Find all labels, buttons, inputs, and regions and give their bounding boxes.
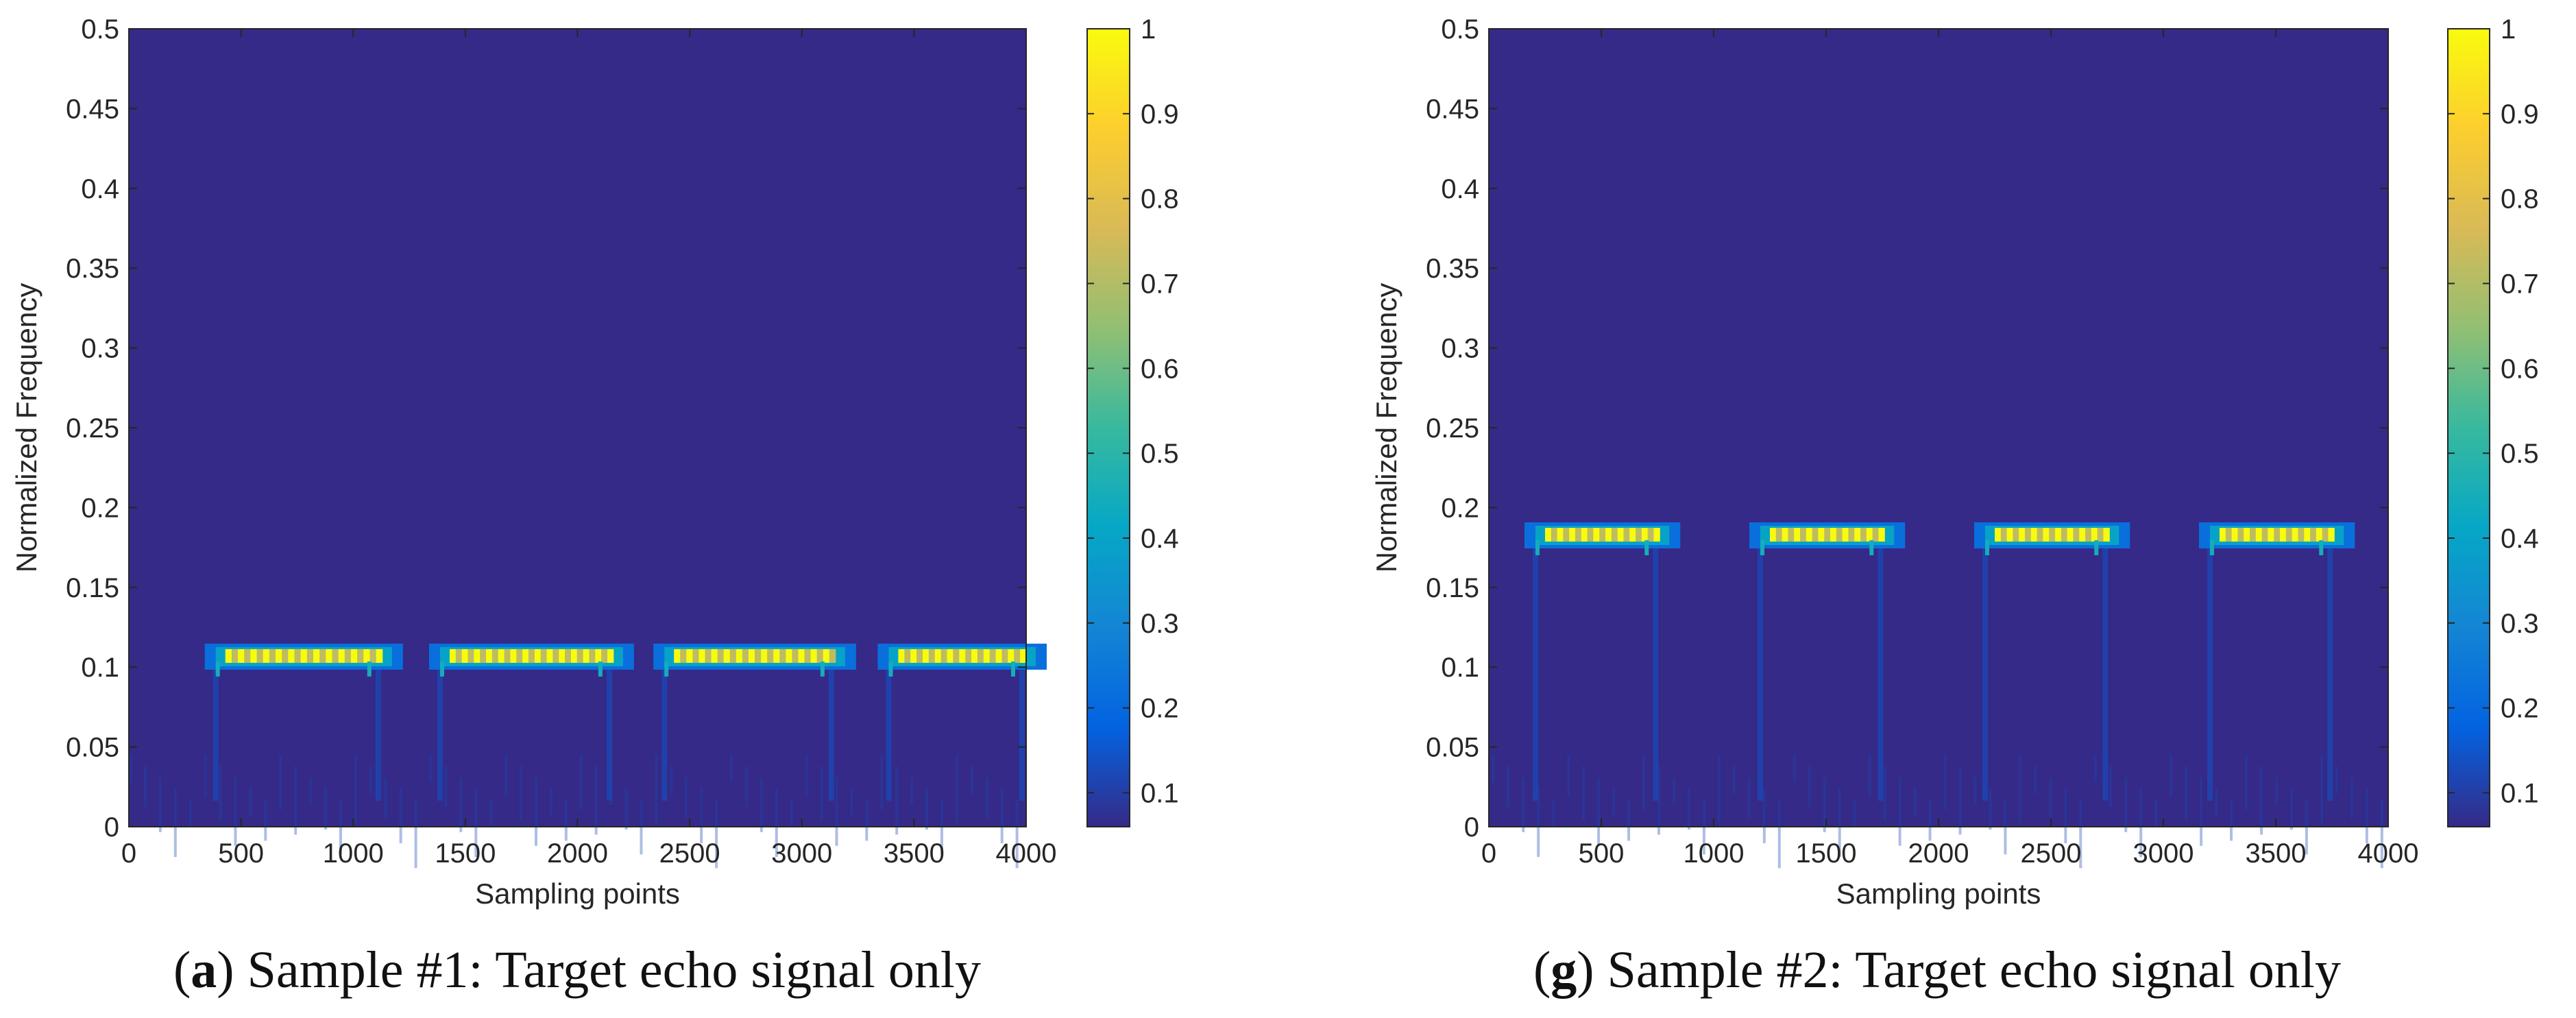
y-tick-label: 0.5 — [81, 14, 119, 45]
colorbar-tick-label: 0.8 — [2501, 184, 2539, 215]
x-tick-label: 3500 — [2246, 838, 2307, 869]
colorbar-tick-label: 0.4 — [2501, 524, 2539, 554]
y-tick-label: 0.15 — [66, 573, 119, 603]
caption-letter: g — [1551, 941, 1577, 999]
y-tick-label: 0 — [1464, 812, 1479, 843]
echo-band-1 — [1524, 522, 1681, 801]
x-axis-label: Sampling points — [475, 877, 680, 910]
colorbar — [2447, 28, 2490, 827]
y-tick-label: 0.15 — [1426, 573, 1479, 603]
x-tick-label: 1000 — [1684, 838, 1745, 869]
x-tick-label: 3500 — [884, 838, 945, 869]
plot-area — [1489, 29, 2388, 827]
y-tick-label: 0.3 — [1441, 334, 1479, 364]
panel-a: 0 500 1000 1500 2000 2500 3000 3500 4000 0 0.05 0.1… — [10, 14, 1179, 999]
y-tick-label: 0.25 — [1426, 413, 1479, 444]
colorbar-tick-label: 0.5 — [2501, 439, 2539, 469]
y-axis-label: Normalized Frequency — [10, 283, 42, 573]
y-tick-label: 0.35 — [1426, 254, 1479, 284]
plot-area — [129, 29, 1026, 827]
caption-letter: a — [191, 941, 217, 999]
colorbar-tick-label: 0.6 — [1141, 354, 1179, 384]
echo-band-1 — [204, 643, 403, 801]
x-tick-label: 2000 — [547, 838, 608, 869]
low-frequency-noise — [129, 755, 1019, 869]
x-tick-label: 0 — [1481, 838, 1496, 869]
colorbar-tick-label: 0.1 — [2501, 778, 2539, 808]
caption-open-paren: ( — [173, 941, 191, 999]
colorbar-tick-label: 0.8 — [1141, 184, 1179, 215]
colorbar-tick-label: 0.7 — [2501, 269, 2539, 299]
colorbar-tick-label: 0.4 — [1141, 524, 1179, 554]
y-tick-label: 0.05 — [66, 733, 119, 763]
colorbar-tick-label: 0.6 — [2501, 354, 2539, 384]
y-axis-label: Normalized Frequency — [1370, 283, 1402, 573]
echo-band-3 — [653, 643, 856, 801]
y-tick-label: 0.3 — [81, 334, 119, 364]
x-tick-label: 1500 — [435, 838, 496, 869]
caption-open-paren: ( — [1533, 941, 1551, 999]
y-tick-label: 0.2 — [1441, 493, 1479, 523]
colorbar-tick-label: 0.9 — [1141, 99, 1179, 130]
caption-text: ) Sample #2: Target echo signal only — [1577, 941, 2341, 999]
x-tick-label: 1500 — [1796, 838, 1857, 869]
colorbar-tick-label: 0.2 — [2501, 694, 2539, 724]
colorbar-tick-label: 0.1 — [1141, 778, 1179, 808]
y-tick-label: 0.45 — [66, 94, 119, 124]
x-tick-label: 3000 — [2133, 838, 2194, 869]
panel-caption: (g) Sample #2: Target echo signal only — [1533, 941, 2341, 999]
y-tick-label: 0.35 — [66, 254, 119, 284]
y-tick-label: 0.05 — [1426, 733, 1479, 763]
echo-band-4 — [2199, 522, 2355, 801]
x-axis-label: Sampling points — [1836, 877, 2041, 910]
x-tick-label: 4000 — [996, 838, 1057, 869]
y-tick-label: 0.4 — [1441, 174, 1479, 204]
y-tick-label: 0.25 — [66, 413, 119, 444]
x-tick-label: 0 — [121, 838, 136, 869]
colorbar-tick-label: 1 — [2501, 14, 2516, 45]
colorbar-tick-label: 1 — [1141, 14, 1156, 45]
caption-text: ) Sample #1: Target echo signal only — [217, 941, 981, 999]
colorbar-tick-label: 0.7 — [1141, 269, 1179, 299]
x-tick-label: 500 — [1579, 838, 1625, 869]
y-tick-label: 0.5 — [1441, 14, 1479, 45]
x-tick-label: 500 — [218, 838, 264, 869]
x-tick-label: 1000 — [323, 838, 384, 869]
x-tick-label: 4000 — [2358, 838, 2419, 869]
echo-band-3 — [1974, 522, 2130, 801]
x-tick-label: 2500 — [659, 838, 720, 869]
panel-g: 0 500 1000 1500 2000 2500 3000 3500 4000 0 0.05 0.1… — [1370, 14, 2539, 999]
y-tick-label: 0.45 — [1426, 94, 1479, 124]
colorbar-tick-label: 0.5 — [1141, 439, 1179, 469]
y-tick-label: 0.2 — [81, 493, 119, 523]
echo-band-4 — [877, 643, 1047, 801]
echo-band-2 — [428, 643, 634, 801]
echo-band-2 — [1749, 522, 1906, 801]
y-tick-label: 0.4 — [81, 174, 119, 204]
x-tick-label: 2000 — [1908, 838, 1969, 869]
colorbar-tick-label: 0.9 — [2501, 99, 2539, 130]
x-tick-label: 3000 — [771, 838, 832, 869]
colorbar-tick-label: 0.3 — [2501, 609, 2539, 639]
colorbar — [1086, 28, 1130, 827]
y-tick-label: 0.1 — [81, 653, 119, 683]
colorbar-tick-label: 0.3 — [1141, 609, 1179, 639]
colorbar-tick-label: 0.2 — [1141, 694, 1179, 724]
panel-caption: (a) Sample #1: Target echo signal only — [173, 941, 981, 999]
y-tick-label: 0 — [104, 812, 119, 843]
x-tick-label: 2500 — [2021, 838, 2082, 869]
y-tick-label: 0.1 — [1441, 653, 1479, 683]
